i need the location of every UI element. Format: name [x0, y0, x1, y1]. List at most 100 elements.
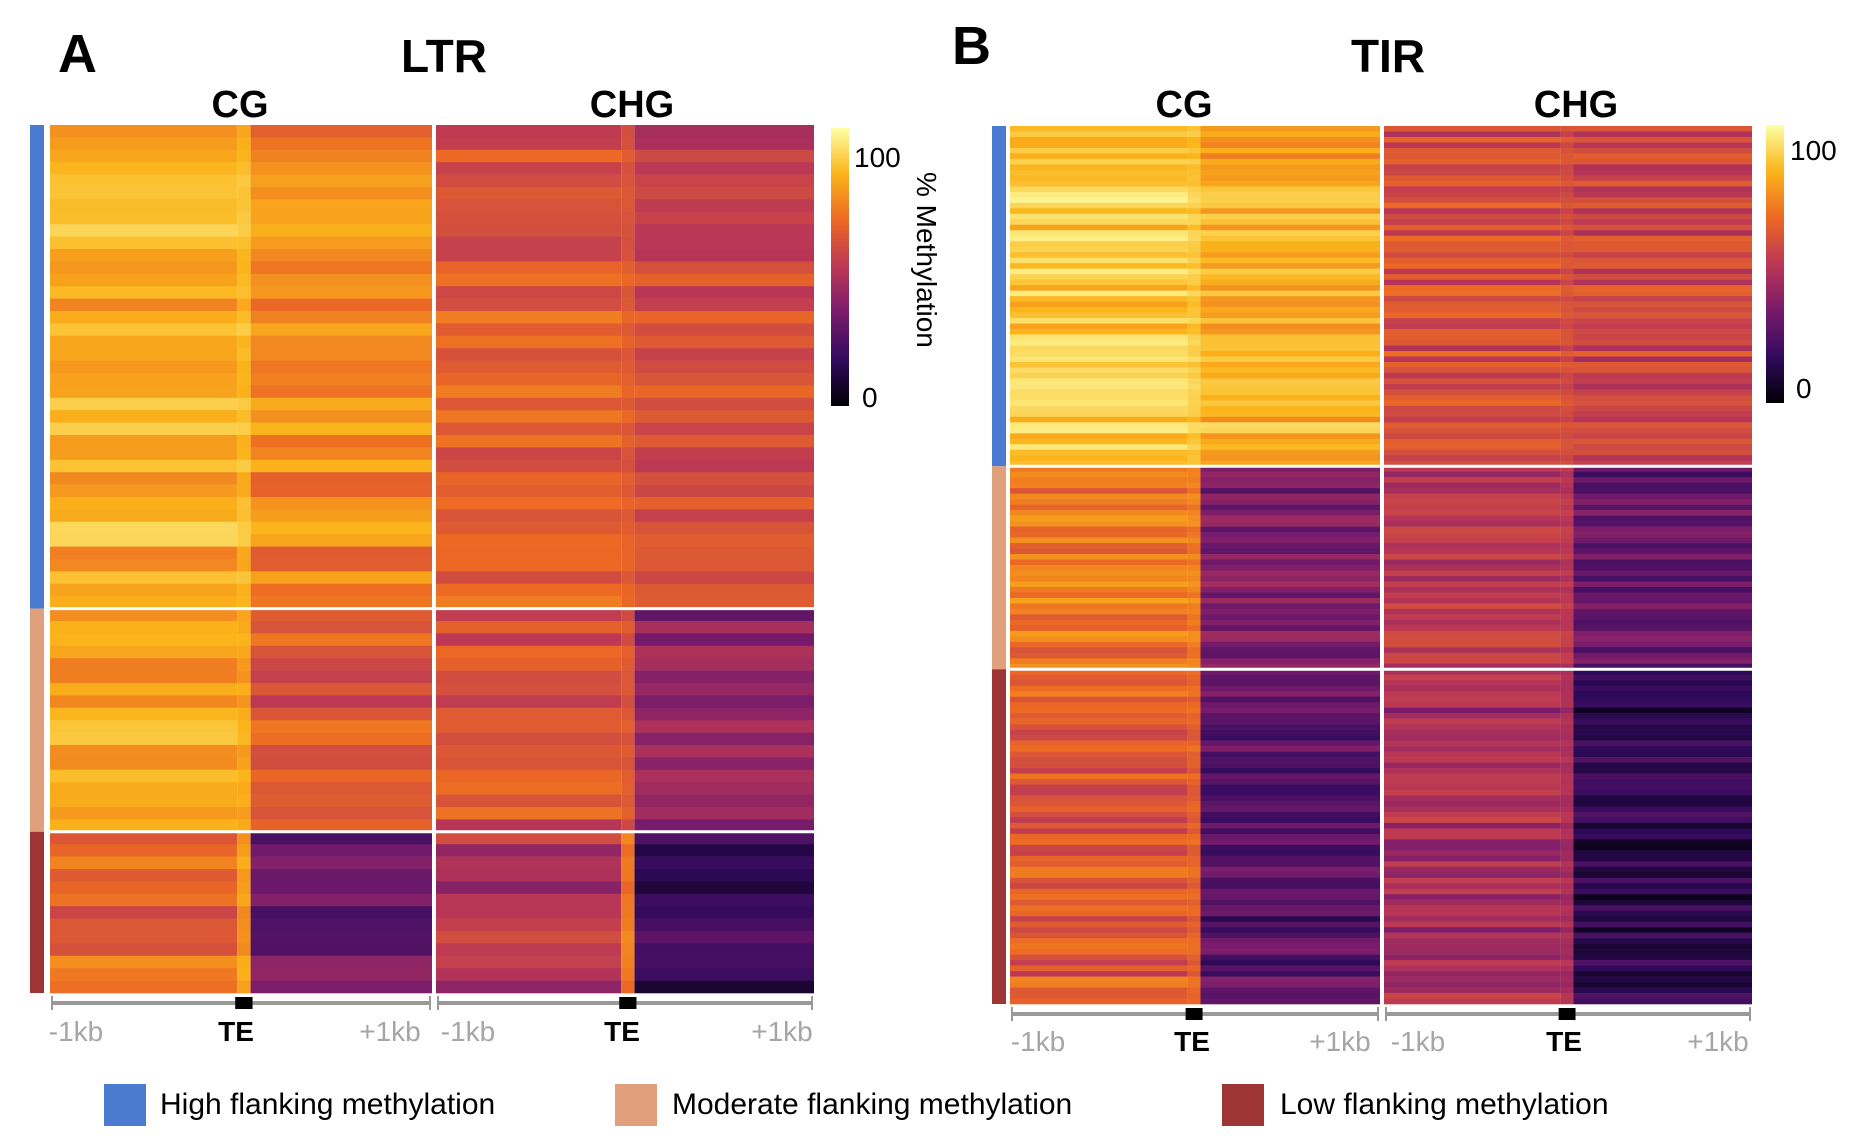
- heatmap-cell: [1384, 938, 1561, 944]
- heatmap-cell: [1560, 850, 1574, 857]
- heatmap-cell: [237, 174, 251, 188]
- heatmap-cell: [1187, 175, 1201, 182]
- heatmap-cell: [1010, 768, 1188, 774]
- heatmap-cell: [1384, 757, 1561, 763]
- heatmap-cell: [436, 323, 622, 337]
- heatmap-cell: [1573, 965, 1752, 972]
- heatmap-cell: [1573, 126, 1752, 132]
- heatmap-cell: [1010, 213, 1188, 220]
- heatmap-cell: [1560, 724, 1574, 730]
- heatmap-cell: [621, 869, 635, 882]
- heatmap-cell: [1560, 356, 1574, 363]
- heatmap-cell: [237, 645, 251, 659]
- heatmap-cell: [1187, 932, 1201, 939]
- heatmap-cell: [1384, 768, 1561, 774]
- heatmap-cell: [1560, 905, 1574, 912]
- heatmap-cell: [1200, 411, 1380, 418]
- heatmap-cell: [1384, 608, 1561, 615]
- heatmap-cell: [1384, 372, 1561, 379]
- heatmap-cell: [50, 211, 238, 225]
- heatmap-cell: [634, 373, 814, 386]
- heatmap-cell: [1200, 905, 1380, 912]
- heatmap-cell: [634, 397, 814, 411]
- heatmap-cell: [1200, 965, 1380, 972]
- heatmap-cell: [1200, 789, 1380, 796]
- heatmap-cell: [621, 497, 635, 510]
- heatmap-cell: [237, 447, 251, 461]
- heatmap-cell: [1187, 861, 1201, 868]
- heatmap-cell: [1560, 916, 1574, 922]
- heatmap-cell: [250, 261, 432, 275]
- heatmap-cell: [1560, 910, 1574, 917]
- heatmap-cell: [1200, 219, 1380, 226]
- heatmap-cell: [1573, 455, 1752, 462]
- heatmap-cell: [1010, 597, 1188, 604]
- panel-b-group-bar-1: [992, 466, 1006, 670]
- heatmap-cell: [1560, 208, 1574, 215]
- heatmap-cell: [1560, 301, 1574, 308]
- heatmap-cell: [1384, 751, 1561, 758]
- heatmap-cell: [1187, 323, 1201, 330]
- heatmap-cell: [1200, 993, 1380, 999]
- heatmap-cell: [1200, 285, 1380, 291]
- heatmap-cell: [1010, 268, 1188, 275]
- heatmap-cell: [237, 211, 251, 225]
- heatmap-cell: [1560, 565, 1574, 571]
- heatmap-cell: [1560, 795, 1574, 802]
- heatmap-cell: [634, 844, 814, 857]
- heatmap-cell: [1200, 290, 1380, 297]
- heatmap-cell: [1187, 663, 1201, 670]
- heatmap-cell: [1384, 855, 1561, 862]
- heatmap-cell: [1573, 378, 1752, 385]
- heatmap-cell: [1573, 910, 1752, 917]
- heatmap-cell: [436, 955, 622, 969]
- heatmap-cell: [1010, 669, 1188, 676]
- heatmap-cell: [1384, 405, 1561, 412]
- heatmap-cell: [1573, 197, 1752, 204]
- heatmap-cell: [1010, 894, 1188, 901]
- heatmap-cell: [1573, 630, 1752, 637]
- heatmap-cell: [621, 273, 635, 287]
- heatmap-cell: [634, 236, 814, 250]
- heatmap-cell: [1560, 680, 1574, 687]
- heatmap-cell: [1384, 630, 1561, 637]
- heatmap-cell: [1560, 932, 1574, 939]
- heatmap-cell: [1384, 828, 1561, 835]
- heatmap-cell: [1187, 202, 1201, 209]
- heatmap-cell: [1560, 477, 1574, 483]
- heatmap-cell: [1560, 175, 1574, 182]
- heatmap-cell: [1200, 438, 1380, 445]
- heatmap-cell: [1573, 850, 1752, 857]
- heatmap-cell: [436, 187, 622, 200]
- heatmap-cell: [1187, 592, 1201, 599]
- heatmap-cell: [250, 769, 432, 783]
- heatmap-cell: [634, 707, 814, 721]
- panel-b-cg-cells: [1010, 126, 1380, 1005]
- heatmap-cell: [621, 199, 635, 213]
- heatmap-cell: [1187, 449, 1201, 456]
- heatmap-cell: [1573, 866, 1752, 873]
- heatmap-cell: [237, 980, 251, 994]
- heatmap-cell: [1200, 921, 1380, 928]
- heatmap-cell: [436, 162, 622, 175]
- heatmap-cell: [1010, 751, 1188, 758]
- heatmap-cell: [1573, 318, 1752, 324]
- heatmap-cell: [1560, 779, 1574, 785]
- heatmap-cell: [1200, 707, 1380, 714]
- heatmap-cell: [1384, 444, 1561, 451]
- heatmap-cell: [621, 633, 635, 647]
- heatmap-cell: [237, 881, 251, 895]
- heatmap-cell: [1573, 619, 1752, 626]
- heatmap-cell: [1187, 290, 1201, 297]
- heatmap-cell: [1200, 833, 1380, 840]
- heatmap-cell: [1573, 575, 1752, 582]
- heatmap-cell: [436, 397, 622, 411]
- heatmap-cell: [1573, 466, 1752, 473]
- heatmap-cell: [621, 918, 635, 932]
- heatmap-cell: [1560, 394, 1574, 401]
- heatmap-cell: [1187, 329, 1201, 335]
- panel-a-colorbar: 100 0 % Methylation: [831, 128, 942, 413]
- heatmap-cell: [50, 596, 238, 609]
- heatmap-cell: [436, 844, 622, 857]
- heatmap-cell: [1384, 340, 1561, 346]
